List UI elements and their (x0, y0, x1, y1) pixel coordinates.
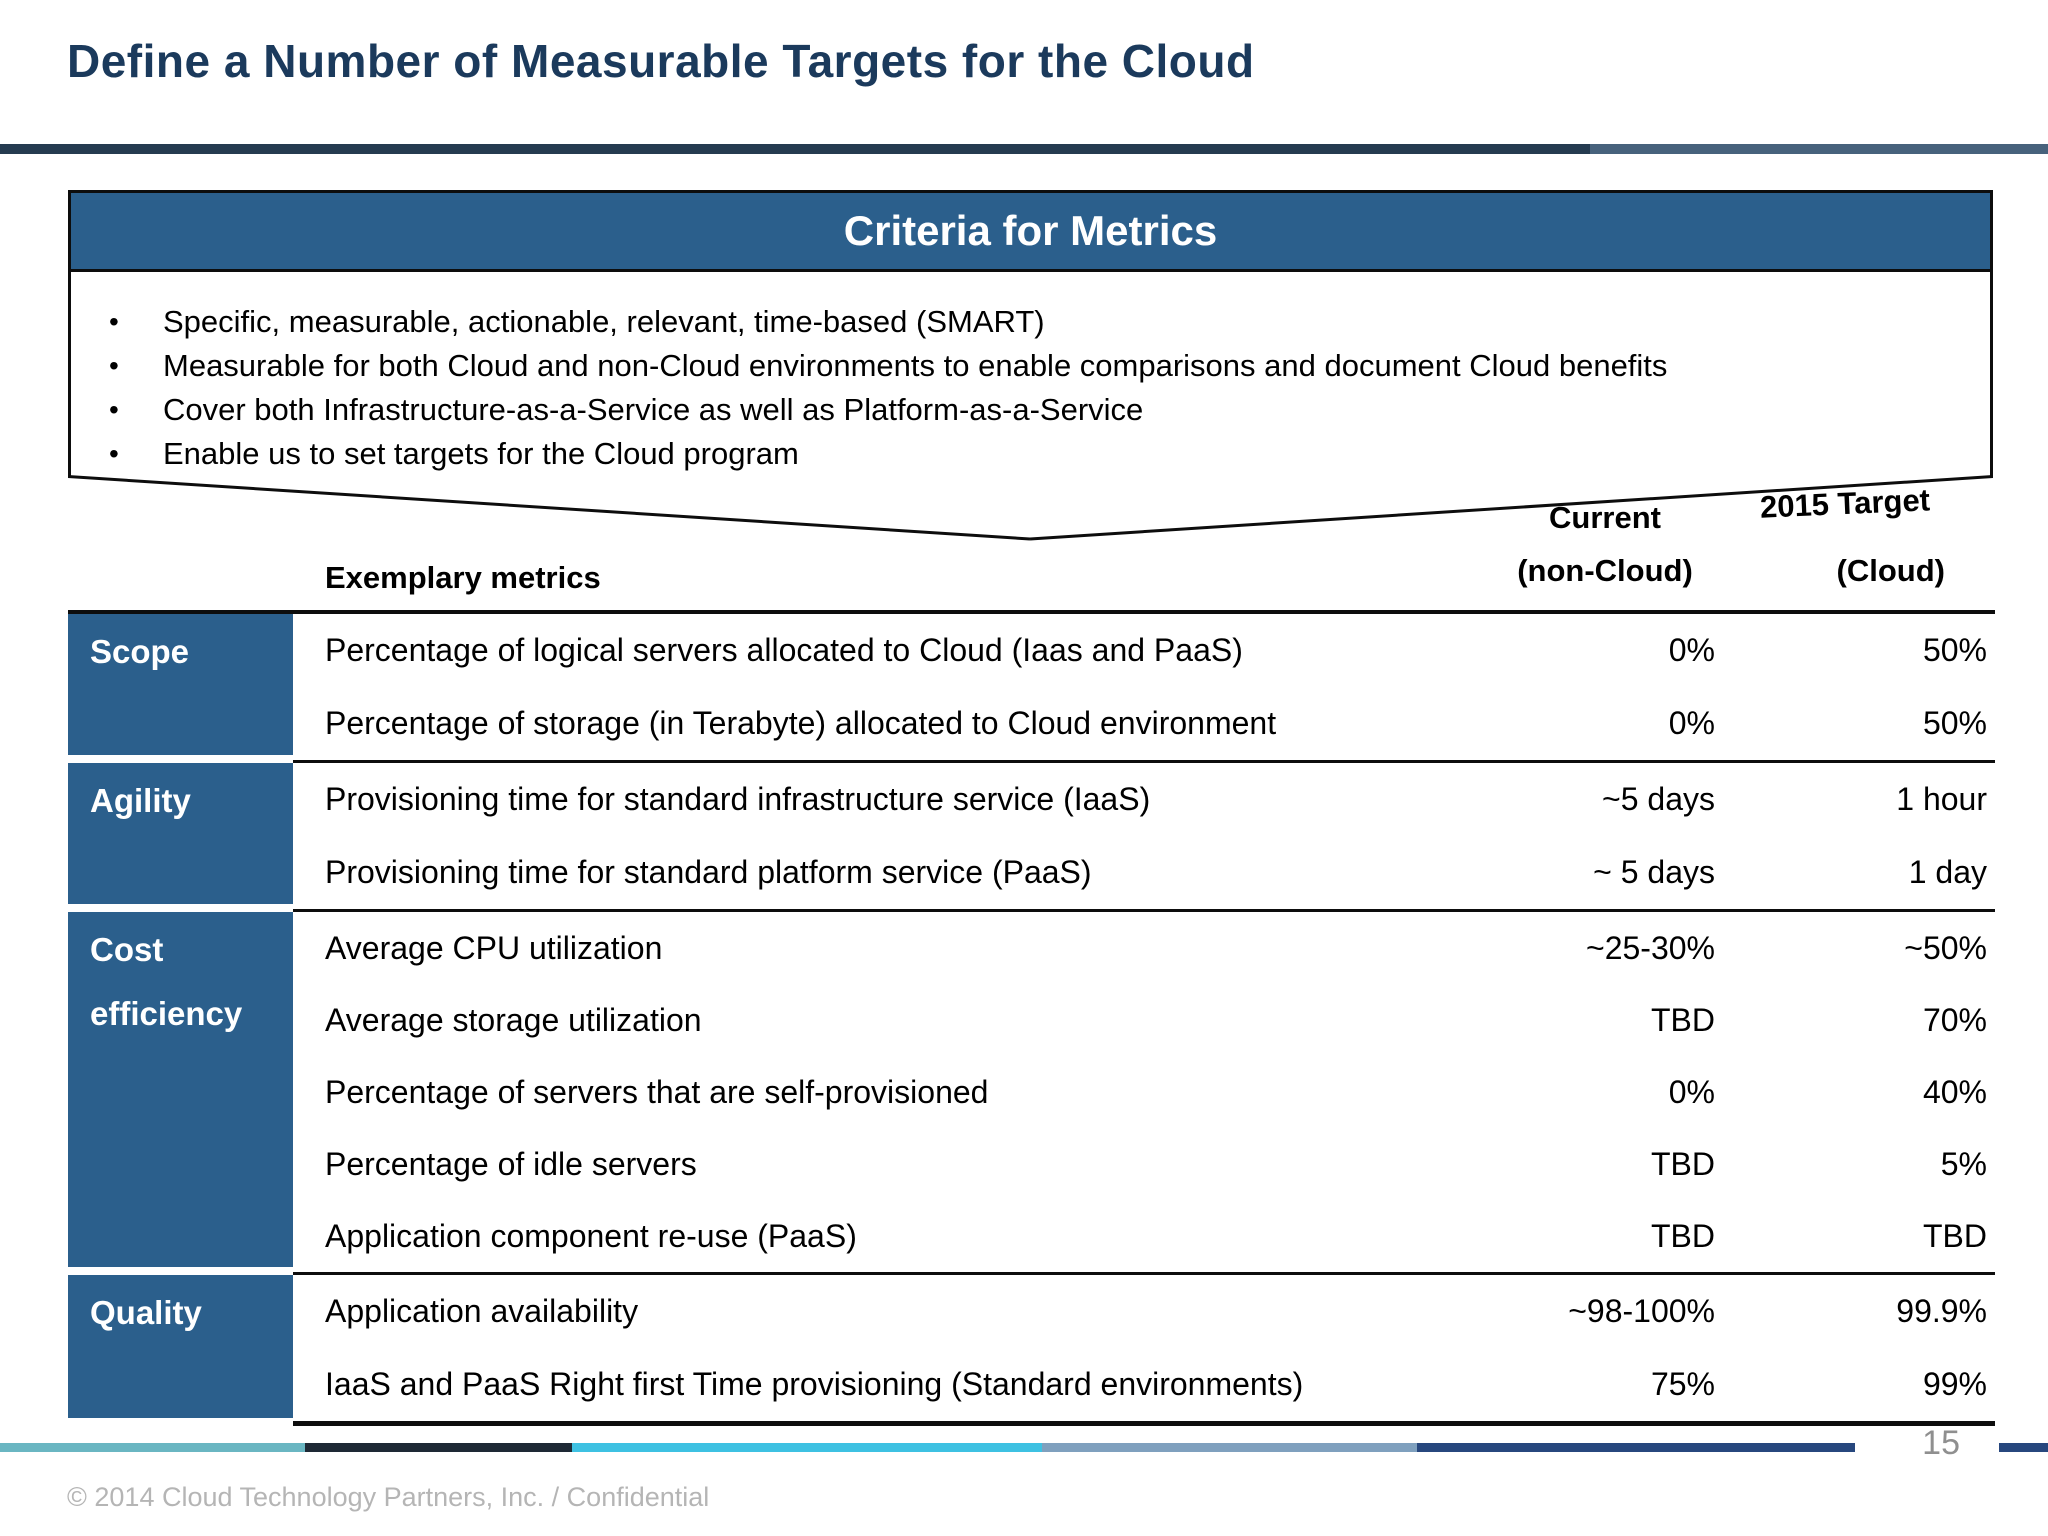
table-header-divider (68, 610, 1995, 614)
target-value: 40% (1922, 1073, 1987, 1110)
target-value: 5% (1940, 1145, 1987, 1182)
table-row: Provisioning time for standard platform … (325, 836, 1995, 909)
current-value: ~5 days (1602, 781, 1715, 817)
table-row: Average CPU utilization ~25-30% ~50% (325, 912, 1995, 984)
category-cell-agility: Agility (68, 763, 293, 904)
table-row: Percentage of idle servers TBD 5% (325, 1128, 1995, 1200)
criteria-box-title: Criteria for Metrics (68, 190, 1993, 272)
column-header-current: Current (1549, 500, 1661, 535)
current-value: ~25-30% (1586, 929, 1715, 966)
metric-label: Percentage of servers that are self-prov… (325, 1073, 989, 1110)
table-row: Percentage of servers that are self-prov… (325, 1056, 1995, 1128)
table-row: Percentage of logical servers allocated … (325, 614, 1995, 687)
target-value: 50% (1922, 632, 1987, 668)
page-title: Define a Number of Measurable Targets fo… (67, 35, 1255, 87)
table-row: Average storage utilization TBD 70% (325, 984, 1995, 1056)
current-value: ~98-100% (1568, 1293, 1715, 1329)
title-divider-light-segment (1590, 144, 2048, 154)
metric-label: IaaS and PaaS Right first Time provision… (325, 1366, 1304, 1402)
metric-label: Average storage utilization (325, 1001, 702, 1038)
copyright-text: © 2014 Cloud Technology Partners, Inc. /… (67, 1482, 710, 1512)
target-value: 70% (1922, 1001, 1987, 1038)
page-number: 15 (1922, 1424, 1960, 1462)
category-cell-quality: Quality (68, 1275, 293, 1418)
metric-label: Average CPU utilization (325, 929, 663, 966)
current-value: TBD (1651, 1001, 1715, 1038)
current-value: 0% (1668, 1073, 1715, 1110)
current-value: 0% (1668, 705, 1715, 741)
table-section-agility: Agility Provisioning time for standard i… (68, 763, 1995, 912)
table-row: IaaS and PaaS Right first Time provision… (325, 1348, 1995, 1421)
target-value: 1 day (1908, 854, 1987, 890)
section-rows: Application availability ~98-100% 99.9% … (293, 1275, 1995, 1426)
current-value: TBD (1651, 1217, 1715, 1254)
bullet-item: Specific, measurable, actionable, releva… (71, 300, 1990, 344)
criteria-box: Criteria for Metrics Specific, measurabl… (68, 190, 1993, 541)
footer-divider-segment-navy (305, 1443, 572, 1452)
category-cell-scope: Scope (68, 614, 293, 755)
target-value: TBD (1923, 1217, 1987, 1254)
footer-divider-segment-dark-blue (1417, 1443, 1855, 1452)
bullet-item: Measurable for both Cloud and non-Cloud … (71, 344, 1990, 388)
section-rows: Percentage of logical servers allocated … (293, 614, 1995, 763)
bullet-item: Enable us to set targets for the Cloud p… (71, 432, 1990, 476)
column-header-non-cloud: (non-Cloud) (1517, 553, 1693, 588)
table-row: Application availability ~98-100% 99.9% (325, 1275, 1995, 1348)
target-value: ~50% (1904, 929, 1987, 966)
column-header-metrics: Exemplary metrics (325, 560, 601, 595)
footer-divider-segment-blue-gray (1042, 1443, 1417, 1452)
category-cell-cost-efficiency: Cost efficiency (68, 912, 293, 1267)
current-value: ~ 5 days (1593, 854, 1715, 890)
metric-label: Percentage of logical servers allocated … (325, 632, 1243, 668)
target-value: 99% (1922, 1366, 1987, 1402)
table-row: Application component re-use (PaaS) TBD … (325, 1200, 1995, 1272)
target-value: 50% (1922, 705, 1987, 741)
down-pointer-icon (68, 475, 1993, 541)
metric-label: Application component re-use (PaaS) (325, 1217, 857, 1254)
target-value: 1 hour (1896, 781, 1987, 817)
bullet-item: Cover both Infrastructure-as-a-Service a… (71, 388, 1990, 432)
metric-label: Provisioning time for standard infrastru… (325, 781, 1151, 817)
table-row: Percentage of storage (in Terabyte) allo… (325, 687, 1995, 760)
table-section-cost-efficiency: Cost efficiency Average CPU utilization … (68, 912, 1995, 1275)
metric-label: Application availability (325, 1293, 639, 1329)
current-value: TBD (1651, 1145, 1715, 1182)
current-value: 75% (1650, 1366, 1715, 1402)
footer-divider-segment-cyan (572, 1443, 1042, 1452)
current-value: 0% (1668, 632, 1715, 668)
metric-label: Percentage of storage (in Terabyte) allo… (325, 705, 1277, 741)
metric-label: Percentage of idle servers (325, 1145, 697, 1182)
table-row: Provisioning time for standard infrastru… (325, 763, 1995, 836)
target-value: 99.9% (1896, 1293, 1987, 1329)
criteria-bullet-list: Specific, measurable, actionable, releva… (71, 300, 1990, 476)
footer-divider-segment-teal (0, 1443, 305, 1452)
column-header-cloud: (Cloud) (1836, 553, 1945, 588)
metrics-table: Scope Percentage of logical servers allo… (68, 610, 1995, 1426)
section-rows: Provisioning time for standard infrastru… (293, 763, 1995, 912)
metric-label: Provisioning time for standard platform … (325, 854, 1092, 890)
section-rows: Average CPU utilization ~25-30% ~50% Ave… (293, 912, 1995, 1275)
table-section-scope: Scope Percentage of logical servers allo… (68, 614, 1995, 763)
title-divider (0, 144, 2048, 154)
criteria-bullet-list-container: Specific, measurable, actionable, releva… (68, 272, 1993, 478)
table-section-quality: Quality Application availability ~98-100… (68, 1275, 1995, 1426)
footer-divider-segment-end (1999, 1443, 2048, 1452)
